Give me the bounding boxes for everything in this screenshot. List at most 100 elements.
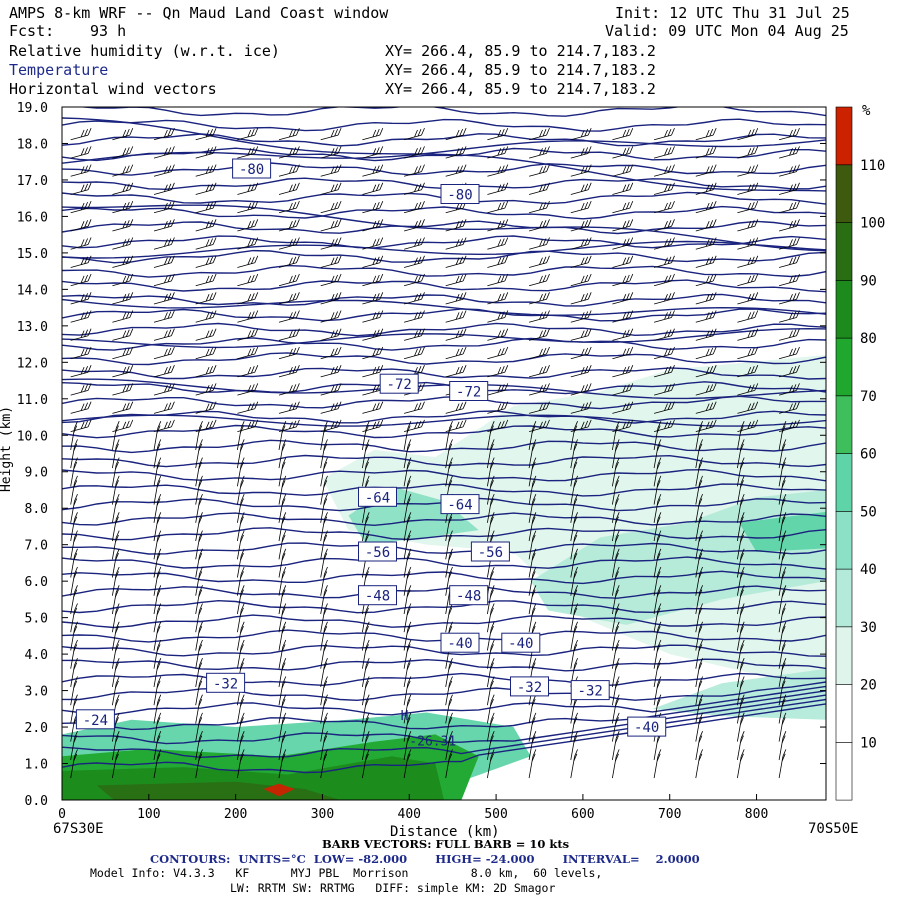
wind-barb [570,548,578,578]
wind-barb [653,200,675,214]
wind-barb [528,146,550,159]
wind-barb [195,200,217,214]
wind-barb [695,328,717,341]
wind-barb [570,182,592,195]
wind-barb [737,475,745,505]
contour-label: -40 [634,720,659,736]
colorbar-tick-label: 30 [860,620,877,636]
wind-barb [612,475,620,505]
temperature-contour [62,694,826,745]
contour-label-box [358,541,397,562]
wind-barb [737,712,745,742]
wind-barb [278,328,300,341]
temperature-contour [62,118,826,132]
wind-barb [403,310,425,323]
wind-barb [320,255,342,268]
wind-barb [403,585,412,615]
wind-barb [653,676,662,706]
wind-barb [653,621,662,651]
wind-barb [237,255,259,268]
wind-barb [403,401,425,414]
wind-barb [570,712,578,742]
wind-barb [362,164,384,177]
wind-barb [528,346,550,360]
temperature-contour [62,542,826,555]
wind-barb [778,182,800,195]
wind-barb [695,512,703,542]
temperature-contour [62,205,826,220]
wind-barb [153,439,162,469]
wind-barb [612,200,634,214]
wind-barb [153,694,162,724]
wind-barb [487,439,495,469]
x-axis-title: Distance (km) [390,824,500,840]
wind-barb [112,585,120,615]
colorbar-segment [835,164,853,223]
y-axis-title: Height (km) [0,405,15,493]
wind-barb [153,164,175,177]
wind-barb [237,566,245,596]
wind-barb [737,603,745,633]
wind-barb [320,548,328,578]
wind-barb [528,421,537,450]
wind-barb [278,658,287,687]
wind-barb [778,219,800,232]
temperature-contour [62,644,826,657]
wind-barb [112,621,120,651]
wind-barb [653,475,662,505]
wind-barb [737,200,759,214]
wind-barb [112,346,134,360]
wind-barb [695,475,703,505]
wind-barb [695,621,703,651]
wind-barb [237,421,245,450]
wind-barb [70,365,92,378]
wind-barb [570,383,592,396]
wind-barb [362,694,370,724]
wind-barb [487,639,495,669]
wind-barb [445,566,453,596]
colorbar-segment [835,279,853,339]
wind-barb [278,621,287,651]
wind-barb [112,421,120,450]
wind-barb [612,237,634,250]
wind-barb [528,475,537,505]
wind-barb [153,255,175,268]
temperature-contour [62,410,826,424]
wind-barb [653,164,675,177]
wind-barb [70,164,92,177]
wind-barb [445,310,467,323]
wind-barb [570,346,592,360]
wind-barb [653,310,675,323]
wind-barb [778,328,800,341]
wind-barb [695,585,703,615]
field-name-temperature: Temperature [9,61,109,79]
wind-barb [695,676,703,706]
wind-barb [112,639,120,669]
wind-barb [528,127,550,141]
temperature-contour [62,614,826,629]
contour-label: -32 [578,684,603,700]
wind-barb [778,237,800,250]
wind-barb [278,421,287,450]
wind-barb [487,237,509,250]
contour-legend: CONTOURS: UNITS=°C LOW= -82.000 HIGH= -2… [150,852,700,866]
wind-barb [278,419,300,432]
wind-barb [320,493,328,523]
wind-barb [653,658,662,687]
temperature-contour [62,308,826,322]
wind-barb [237,603,245,633]
wind-barb [570,731,578,760]
wind-barb [737,658,745,687]
wind-barb [112,328,134,341]
wind-barb [778,419,800,432]
wind-barb [778,712,787,742]
wind-barb [528,585,537,615]
x-tick-label: 500 [484,807,507,822]
wind-barb [195,292,217,305]
wind-barb [528,365,550,378]
wind-barb [403,676,412,706]
wind-barb [487,419,509,432]
wind-barb [320,512,328,542]
wind-barb [737,512,745,542]
wind-barb [112,749,120,779]
